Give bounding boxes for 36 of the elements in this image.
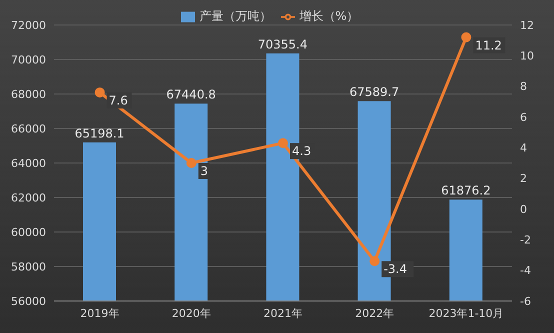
- y-tick-label: 60000: [11, 226, 46, 239]
- y2-tick-label: -6: [520, 294, 531, 308]
- y2-tick-label: 2: [520, 172, 527, 186]
- y-tick-label: 64000: [11, 156, 46, 170]
- y-tick-label: 72000: [11, 18, 46, 32]
- legend-label: 增长（%）: [299, 9, 359, 23]
- y2-tick-label: 0: [520, 202, 527, 216]
- y-tick-label: 68000: [11, 88, 46, 101]
- data-label: 67440.8: [166, 88, 216, 102]
- x-tick-label: 2019年: [80, 306, 120, 320]
- data-label: 7.6: [108, 93, 128, 108]
- y2-tick-label: -2: [520, 234, 531, 247]
- data-label: 3: [200, 164, 208, 178]
- data-label: 4.3: [292, 144, 312, 158]
- data-label: 67589.7: [349, 85, 400, 100]
- y2-tick-label: 6: [520, 110, 527, 124]
- x-tick-label: 2021年: [264, 306, 302, 320]
- x-tick-label: 2023年1-10月: [428, 306, 504, 320]
- data-label: -3.4: [384, 262, 408, 276]
- y-tick-label: 70000: [11, 53, 46, 66]
- data-label: 11.2: [475, 38, 502, 52]
- y2-tick-label: 8: [520, 80, 527, 94]
- y-tick-label: 58000: [11, 260, 46, 274]
- x-tick-label: 2022年: [355, 306, 394, 320]
- y2-tick-label: 10: [520, 50, 534, 63]
- y-tick-label: 62000: [11, 191, 46, 204]
- y2-tick-label: 4: [520, 142, 527, 155]
- y2-tick-label: 12: [520, 18, 534, 32]
- y-tick-label: 56000: [11, 294, 46, 308]
- y2-tick-label: -4: [520, 264, 531, 278]
- data-label: 61876.2: [441, 184, 491, 198]
- x-tick-label: 2020年: [172, 306, 211, 320]
- data-label: 65198.1: [74, 126, 124, 140]
- data-label: 70355.4: [258, 37, 308, 52]
- legend-label: 产量（万吨）: [199, 9, 272, 23]
- y-tick-label: 66000: [11, 122, 46, 136]
